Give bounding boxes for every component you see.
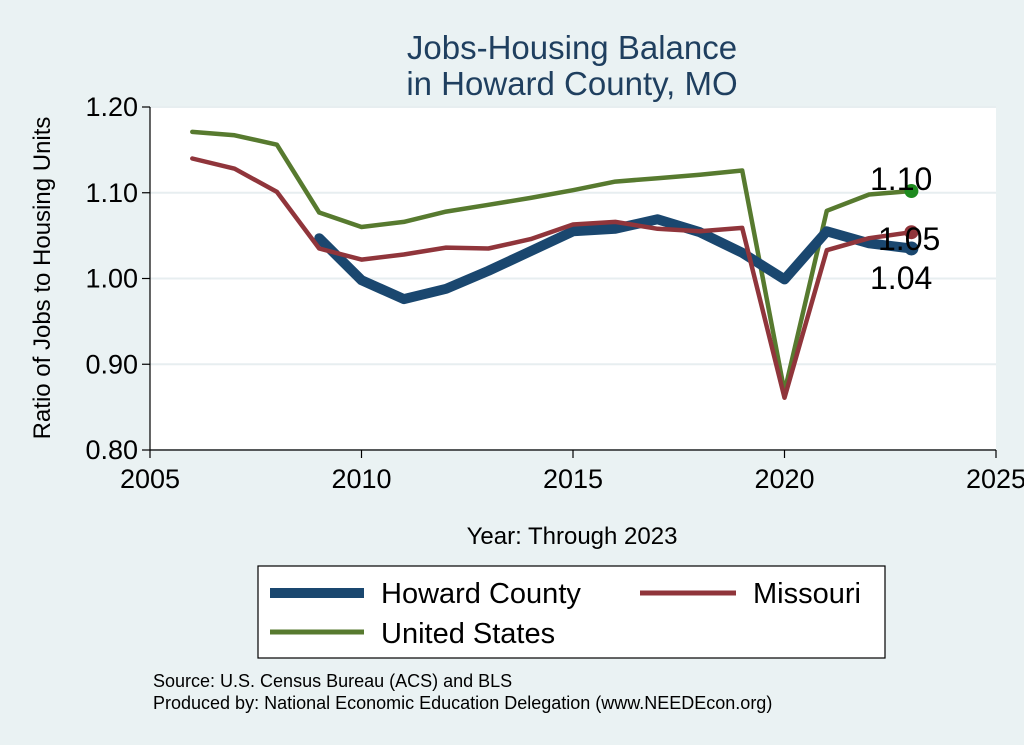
y-axis-title: Ratio of Jobs to Housing Units bbox=[29, 117, 56, 440]
endpoint-marker-united-states bbox=[904, 184, 919, 199]
x-axis-ticks: 2005 2010 2015 2020 2025 bbox=[120, 450, 1024, 494]
x-tick-label-2010: 2010 bbox=[331, 464, 391, 494]
chart-title-line-2: in Howard County, MO bbox=[406, 65, 737, 102]
y-tick-label-0-80: 0.80 bbox=[85, 435, 138, 465]
x-tick-label-2020: 2020 bbox=[754, 464, 814, 494]
x-axis-title: Year: Through 2023 bbox=[467, 523, 678, 550]
end-label-howard-county: 1.04 bbox=[870, 260, 932, 296]
series-line-howard-county bbox=[314, 214, 917, 305]
legend-label-united-states: United States bbox=[381, 618, 555, 650]
end-label-missouri: 1.05 bbox=[878, 221, 940, 257]
y-tick-label-0-90: 0.90 bbox=[85, 349, 138, 379]
endpoint-layer bbox=[904, 184, 919, 256]
x-tick-label-2025: 2025 bbox=[966, 464, 1024, 494]
series-line-united-states bbox=[190, 129, 914, 394]
legend-box bbox=[257, 565, 886, 659]
series-layer bbox=[190, 129, 917, 400]
source-note: Source: U.S. Census Bureau (ACS) and BLS bbox=[153, 671, 512, 691]
y-tick-label-1-10: 1.10 bbox=[85, 178, 138, 208]
legend-label-missouri: Missouri bbox=[753, 578, 861, 610]
x-tick-label-2005: 2005 bbox=[120, 464, 180, 494]
end-label-united-states: 1.10 bbox=[870, 161, 932, 197]
series-line-missouri bbox=[190, 156, 914, 400]
x-tick-label-2015: 2015 bbox=[543, 464, 603, 494]
y-axis-ticks: 0.80 0.90 1.00 1.10 1.20 bbox=[85, 92, 150, 465]
endpoint-marker-howard-county bbox=[904, 241, 919, 256]
legend: Howard County Missouri United States bbox=[257, 565, 886, 659]
y-tick-label-1-00: 1.00 bbox=[85, 264, 138, 294]
producer-note: Produced by: National Economic Education… bbox=[153, 693, 772, 713]
y-tick-label-1-20: 1.20 bbox=[85, 92, 138, 122]
chart-title-line-1: Jobs-Housing Balance bbox=[407, 29, 737, 66]
endpoint-marker-missouri bbox=[904, 225, 919, 240]
legend-label-howard-county: Howard County bbox=[381, 578, 581, 610]
